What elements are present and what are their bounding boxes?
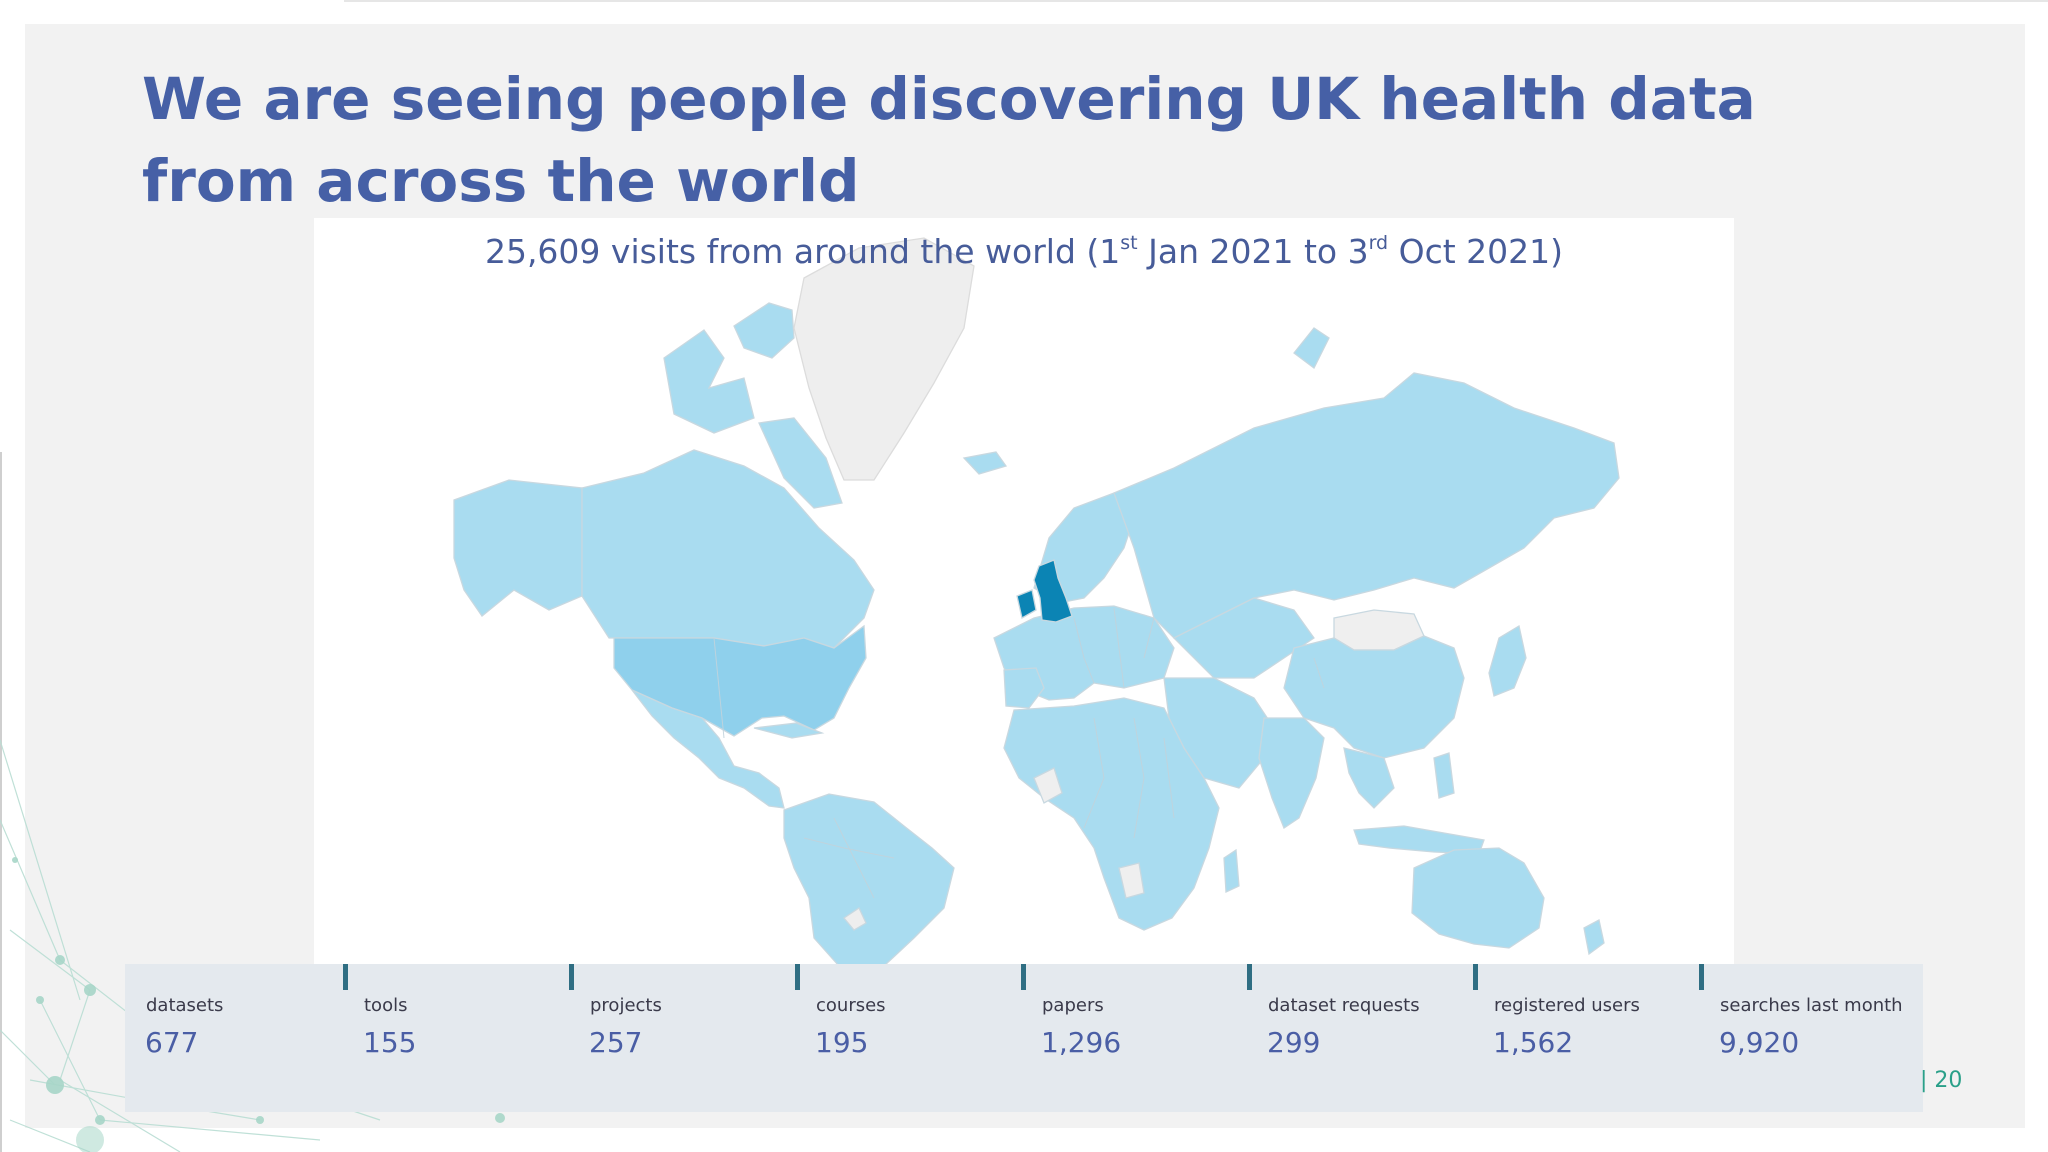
caption-part2: Jan 2021 to 3: [1137, 232, 1369, 271]
stat-value: 1,296: [1041, 1026, 1122, 1059]
stat-label: datasets: [146, 995, 224, 1016]
stat-value: 9,920: [1719, 1026, 1800, 1059]
caption-sup1: st: [1120, 232, 1138, 254]
stat-value: 195: [815, 1026, 869, 1059]
madagascar-region: [1223, 848, 1240, 893]
arctic-islands: [663, 329, 755, 434]
cuba-region: [753, 722, 825, 739]
slide-title: We are seeing people discovering UK heal…: [142, 65, 1756, 215]
left-divider: [0, 452, 2, 1152]
stat-accent: [1699, 964, 1704, 990]
india-region: [1258, 717, 1325, 829]
stat-value: 677: [145, 1026, 199, 1059]
philippines-region: [1433, 752, 1455, 799]
africa-gap-1: [1033, 767, 1063, 804]
stat-label: tools: [364, 995, 408, 1016]
stat-label: courses: [816, 995, 886, 1016]
stat-accent: [1473, 964, 1478, 990]
stat-label: dataset requests: [1268, 995, 1420, 1016]
stat-datasets: datasets 677: [125, 964, 343, 1112]
page-number: | 20: [1920, 1068, 1963, 1093]
iceland-region: [962, 451, 1008, 475]
alaska-region: [453, 479, 583, 617]
australia-region: [1411, 847, 1545, 949]
mexico-region: [631, 689, 785, 809]
new-zealand-region: [1583, 919, 1605, 956]
stat-projects: projects 257: [569, 964, 795, 1112]
stat-value: 155: [363, 1026, 417, 1059]
stats-bar: datasets 677 tools 155 projects 257 cour…: [125, 964, 1923, 1112]
baffin-island: [758, 417, 843, 509]
south-america-region: [783, 793, 955, 966]
map-caption: 25,609 visits from around the world (1st…: [314, 232, 1734, 271]
uruguay-gap: [843, 907, 867, 931]
southeast-asia-region: [1343, 747, 1395, 809]
stat-accent: [795, 964, 800, 990]
stat-papers: papers 1,296: [1021, 964, 1247, 1112]
top-divider: [344, 0, 2048, 2]
stat-label: registered users: [1494, 995, 1640, 1016]
africa-gap-2: [1118, 862, 1145, 899]
caption-part1: 25,609 visits from around the world (1: [484, 232, 1121, 271]
stat-value: 1,562: [1493, 1026, 1574, 1059]
japan-region: [1488, 624, 1527, 697]
stat-value: 299: [1267, 1026, 1321, 1059]
world-map: [453, 237, 1620, 966]
russia-region: [1113, 372, 1620, 639]
central-asia-region: [1172, 597, 1315, 679]
stat-dataset-requests: dataset requests 299: [1247, 964, 1473, 1112]
stat-label: projects: [590, 995, 662, 1016]
stat-accent: [1247, 964, 1252, 990]
uk-region: [1033, 559, 1073, 623]
arctic-islands-2: [733, 302, 795, 359]
stat-label: papers: [1042, 995, 1104, 1016]
greenland-region: [793, 237, 975, 481]
stat-registered-users: registered users 1,562: [1473, 964, 1699, 1112]
stat-accent: [343, 964, 348, 990]
map-panel: 25,609 visits from around the world (1st…: [314, 218, 1734, 966]
china-region: [1283, 635, 1465, 759]
stat-tools: tools 155: [343, 964, 569, 1112]
stat-accent: [1021, 964, 1026, 990]
novaya-zemlya: [1293, 327, 1330, 369]
ireland-region: [1016, 589, 1037, 619]
caption-part3: Oct 2021): [1388, 232, 1564, 271]
stat-courses: courses 195: [795, 964, 1021, 1112]
caption-sup2: rd: [1368, 232, 1389, 254]
stat-searches-last-month: searches last month 9,920: [1699, 964, 1923, 1112]
iberia-region: [1003, 667, 1045, 709]
stat-label: searches last month: [1720, 995, 1903, 1016]
stat-accent: [569, 964, 574, 990]
stat-value: 257: [589, 1026, 643, 1059]
